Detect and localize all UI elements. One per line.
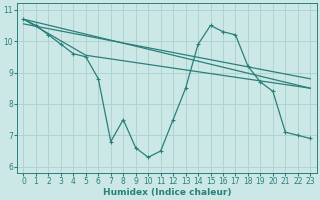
X-axis label: Humidex (Indice chaleur): Humidex (Indice chaleur) [103,188,231,197]
